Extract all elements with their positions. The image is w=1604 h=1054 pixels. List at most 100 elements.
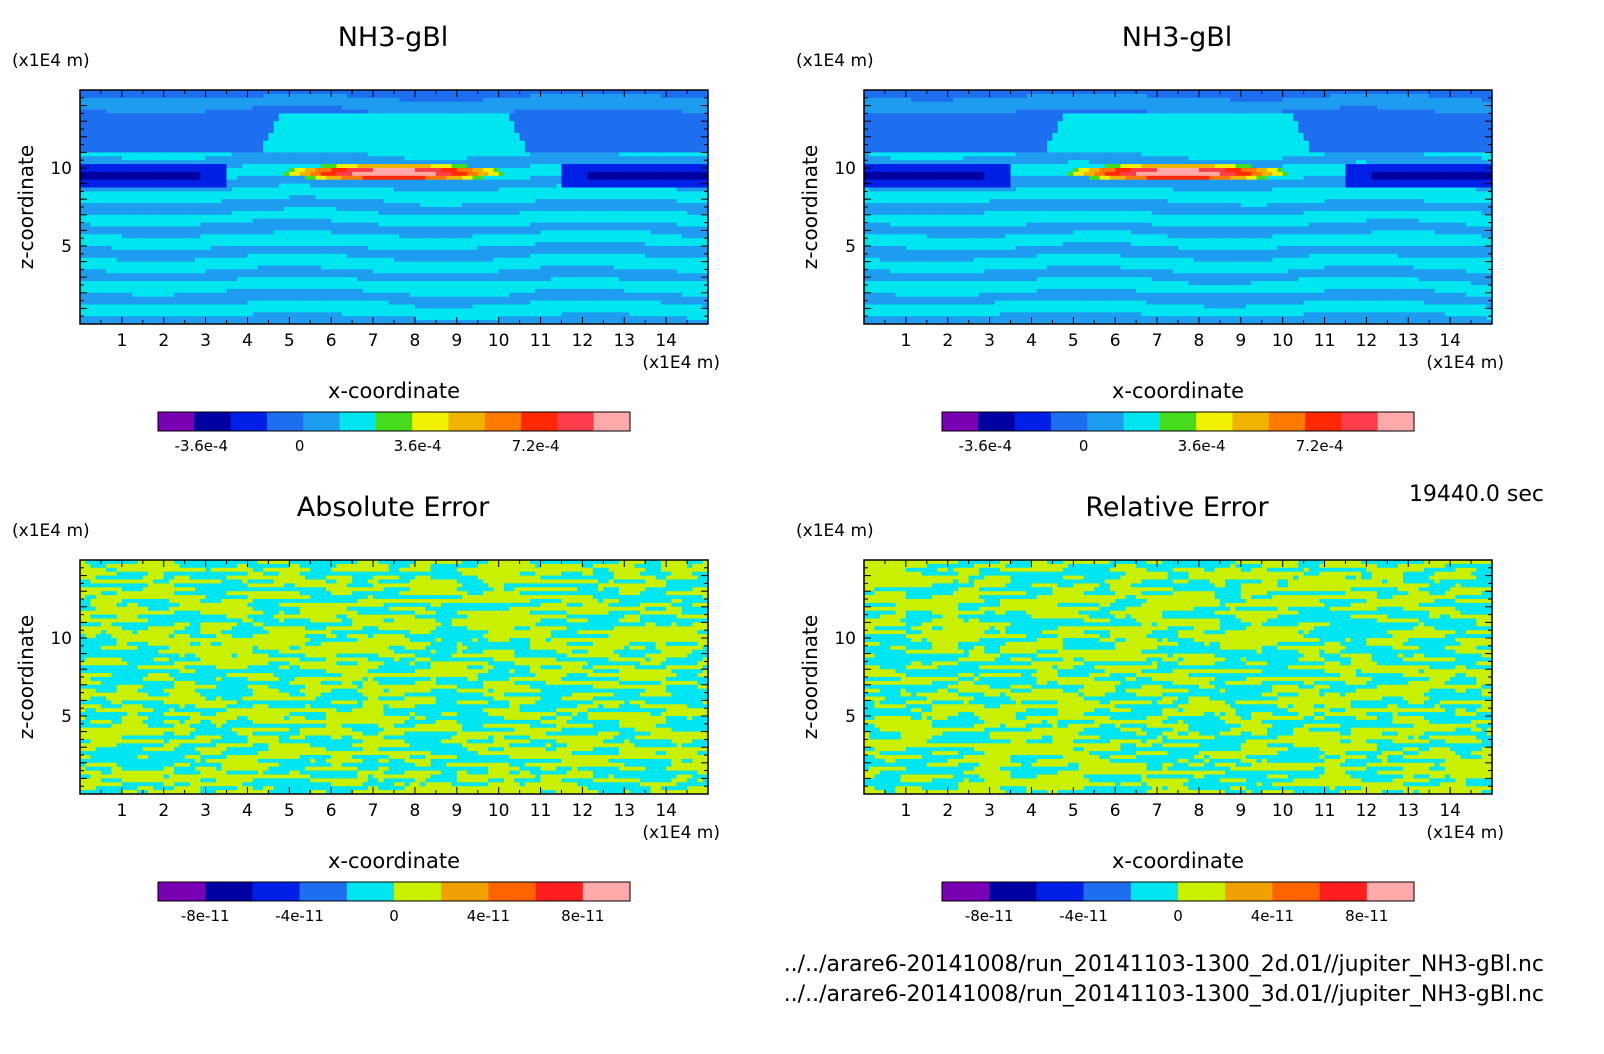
heatmap-cell [457, 199, 463, 203]
heatmap-cell [567, 129, 573, 133]
heatmap-cell [431, 113, 437, 117]
heatmap-cell [478, 94, 484, 98]
heatmap-cell [321, 141, 327, 145]
heatmap-cell [305, 145, 311, 149]
heatmap-cell [117, 106, 123, 110]
heatmap-cell [577, 141, 583, 145]
heatmap-cell [357, 110, 363, 114]
heatmap-cell [446, 234, 452, 238]
heatmap-cell [598, 137, 604, 141]
heatmap-cell [237, 250, 243, 254]
heatmap-cell [467, 215, 473, 219]
heatmap-cell [661, 234, 667, 238]
heatmap-cell [650, 246, 656, 250]
heatmap-cell [614, 234, 620, 238]
heatmap-cell [389, 129, 395, 133]
heatmap-cell [410, 207, 416, 211]
heatmap-cell [384, 242, 390, 246]
heatmap-cell [295, 188, 301, 192]
heatmap-cell [289, 160, 295, 164]
heatmap-cell [279, 246, 285, 250]
heatmap-cell [200, 117, 206, 121]
heatmap-cell [384, 94, 390, 98]
heatmap-cell [425, 238, 431, 242]
heatmap-cell [232, 137, 238, 141]
heatmap-cell [216, 215, 222, 219]
heatmap-cell [431, 207, 437, 211]
heatmap-cell [567, 156, 573, 160]
heatmap-cell [310, 188, 316, 192]
heatmap-cell [247, 113, 253, 117]
heatmap-cell [96, 188, 102, 192]
heatmap-cell [692, 168, 698, 172]
heatmap-cell [96, 242, 102, 246]
heatmap-cell [561, 125, 567, 129]
heatmap-cell [614, 149, 620, 153]
heatmap-cell [603, 98, 609, 102]
heatmap-cell [692, 176, 698, 180]
heatmap-cell [274, 102, 280, 106]
heatmap-cell [321, 184, 327, 188]
heatmap-cell [504, 234, 510, 238]
heatmap-cell [336, 168, 342, 172]
heatmap-cell [295, 149, 301, 153]
heatmap-cell [200, 219, 206, 223]
heatmap-cell [253, 164, 259, 168]
heatmap-cell [404, 98, 410, 102]
heatmap-cell [195, 164, 201, 168]
heatmap-cell [619, 129, 625, 133]
heatmap-cell [488, 94, 494, 98]
heatmap-cell [614, 215, 620, 219]
heatmap-cell [153, 137, 159, 141]
heatmap-cell [598, 203, 604, 207]
heatmap-cell [504, 106, 510, 110]
heatmap-cell [253, 211, 259, 215]
heatmap-cell [268, 223, 274, 227]
heatmap-cell [551, 215, 557, 219]
heatmap-cell [483, 211, 489, 215]
heatmap-cell [561, 94, 567, 98]
heatmap-cell [143, 246, 149, 250]
heatmap-cell [698, 199, 704, 203]
heatmap-cell [609, 133, 615, 137]
heatmap-cell [535, 106, 541, 110]
heatmap-cell [504, 160, 510, 164]
heatmap-cell [247, 246, 253, 250]
heatmap-cell [247, 234, 253, 238]
heatmap-cell [687, 121, 693, 125]
heatmap-cell [420, 156, 426, 160]
heatmap-cell [310, 195, 316, 199]
heatmap-cell [237, 129, 243, 133]
heatmap-cell [614, 129, 620, 133]
heatmap-cell [378, 219, 384, 223]
heatmap-cell [316, 176, 322, 180]
heatmap-cell [384, 230, 390, 234]
heatmap-cell [394, 113, 400, 117]
heatmap-cell [211, 219, 217, 223]
heatmap-cell [159, 125, 165, 129]
heatmap-cell [677, 94, 683, 98]
heatmap-cell [185, 156, 191, 160]
heatmap-cell [368, 211, 374, 215]
heatmap-cell [546, 188, 552, 192]
heatmap-cell [179, 207, 185, 211]
heatmap-cell [593, 98, 599, 102]
heatmap-cell [179, 172, 185, 176]
heatmap-cell [567, 164, 573, 168]
heatmap-cell [609, 164, 615, 168]
heatmap-cell [394, 188, 400, 192]
heatmap-cell [206, 176, 212, 180]
heatmap-cell [436, 199, 442, 203]
heatmap-cell [211, 102, 217, 106]
heatmap-cell [671, 215, 677, 219]
heatmap-cell [295, 227, 301, 231]
heatmap-cell [541, 133, 547, 137]
heatmap-cell [357, 184, 363, 188]
heatmap-cell [300, 133, 306, 137]
heatmap-cell [666, 113, 672, 117]
heatmap-cell [635, 117, 641, 121]
heatmap-cell [310, 250, 316, 254]
heatmap-cell [567, 133, 573, 137]
heatmap-cell [122, 250, 128, 254]
heatmap-cell [624, 191, 630, 195]
